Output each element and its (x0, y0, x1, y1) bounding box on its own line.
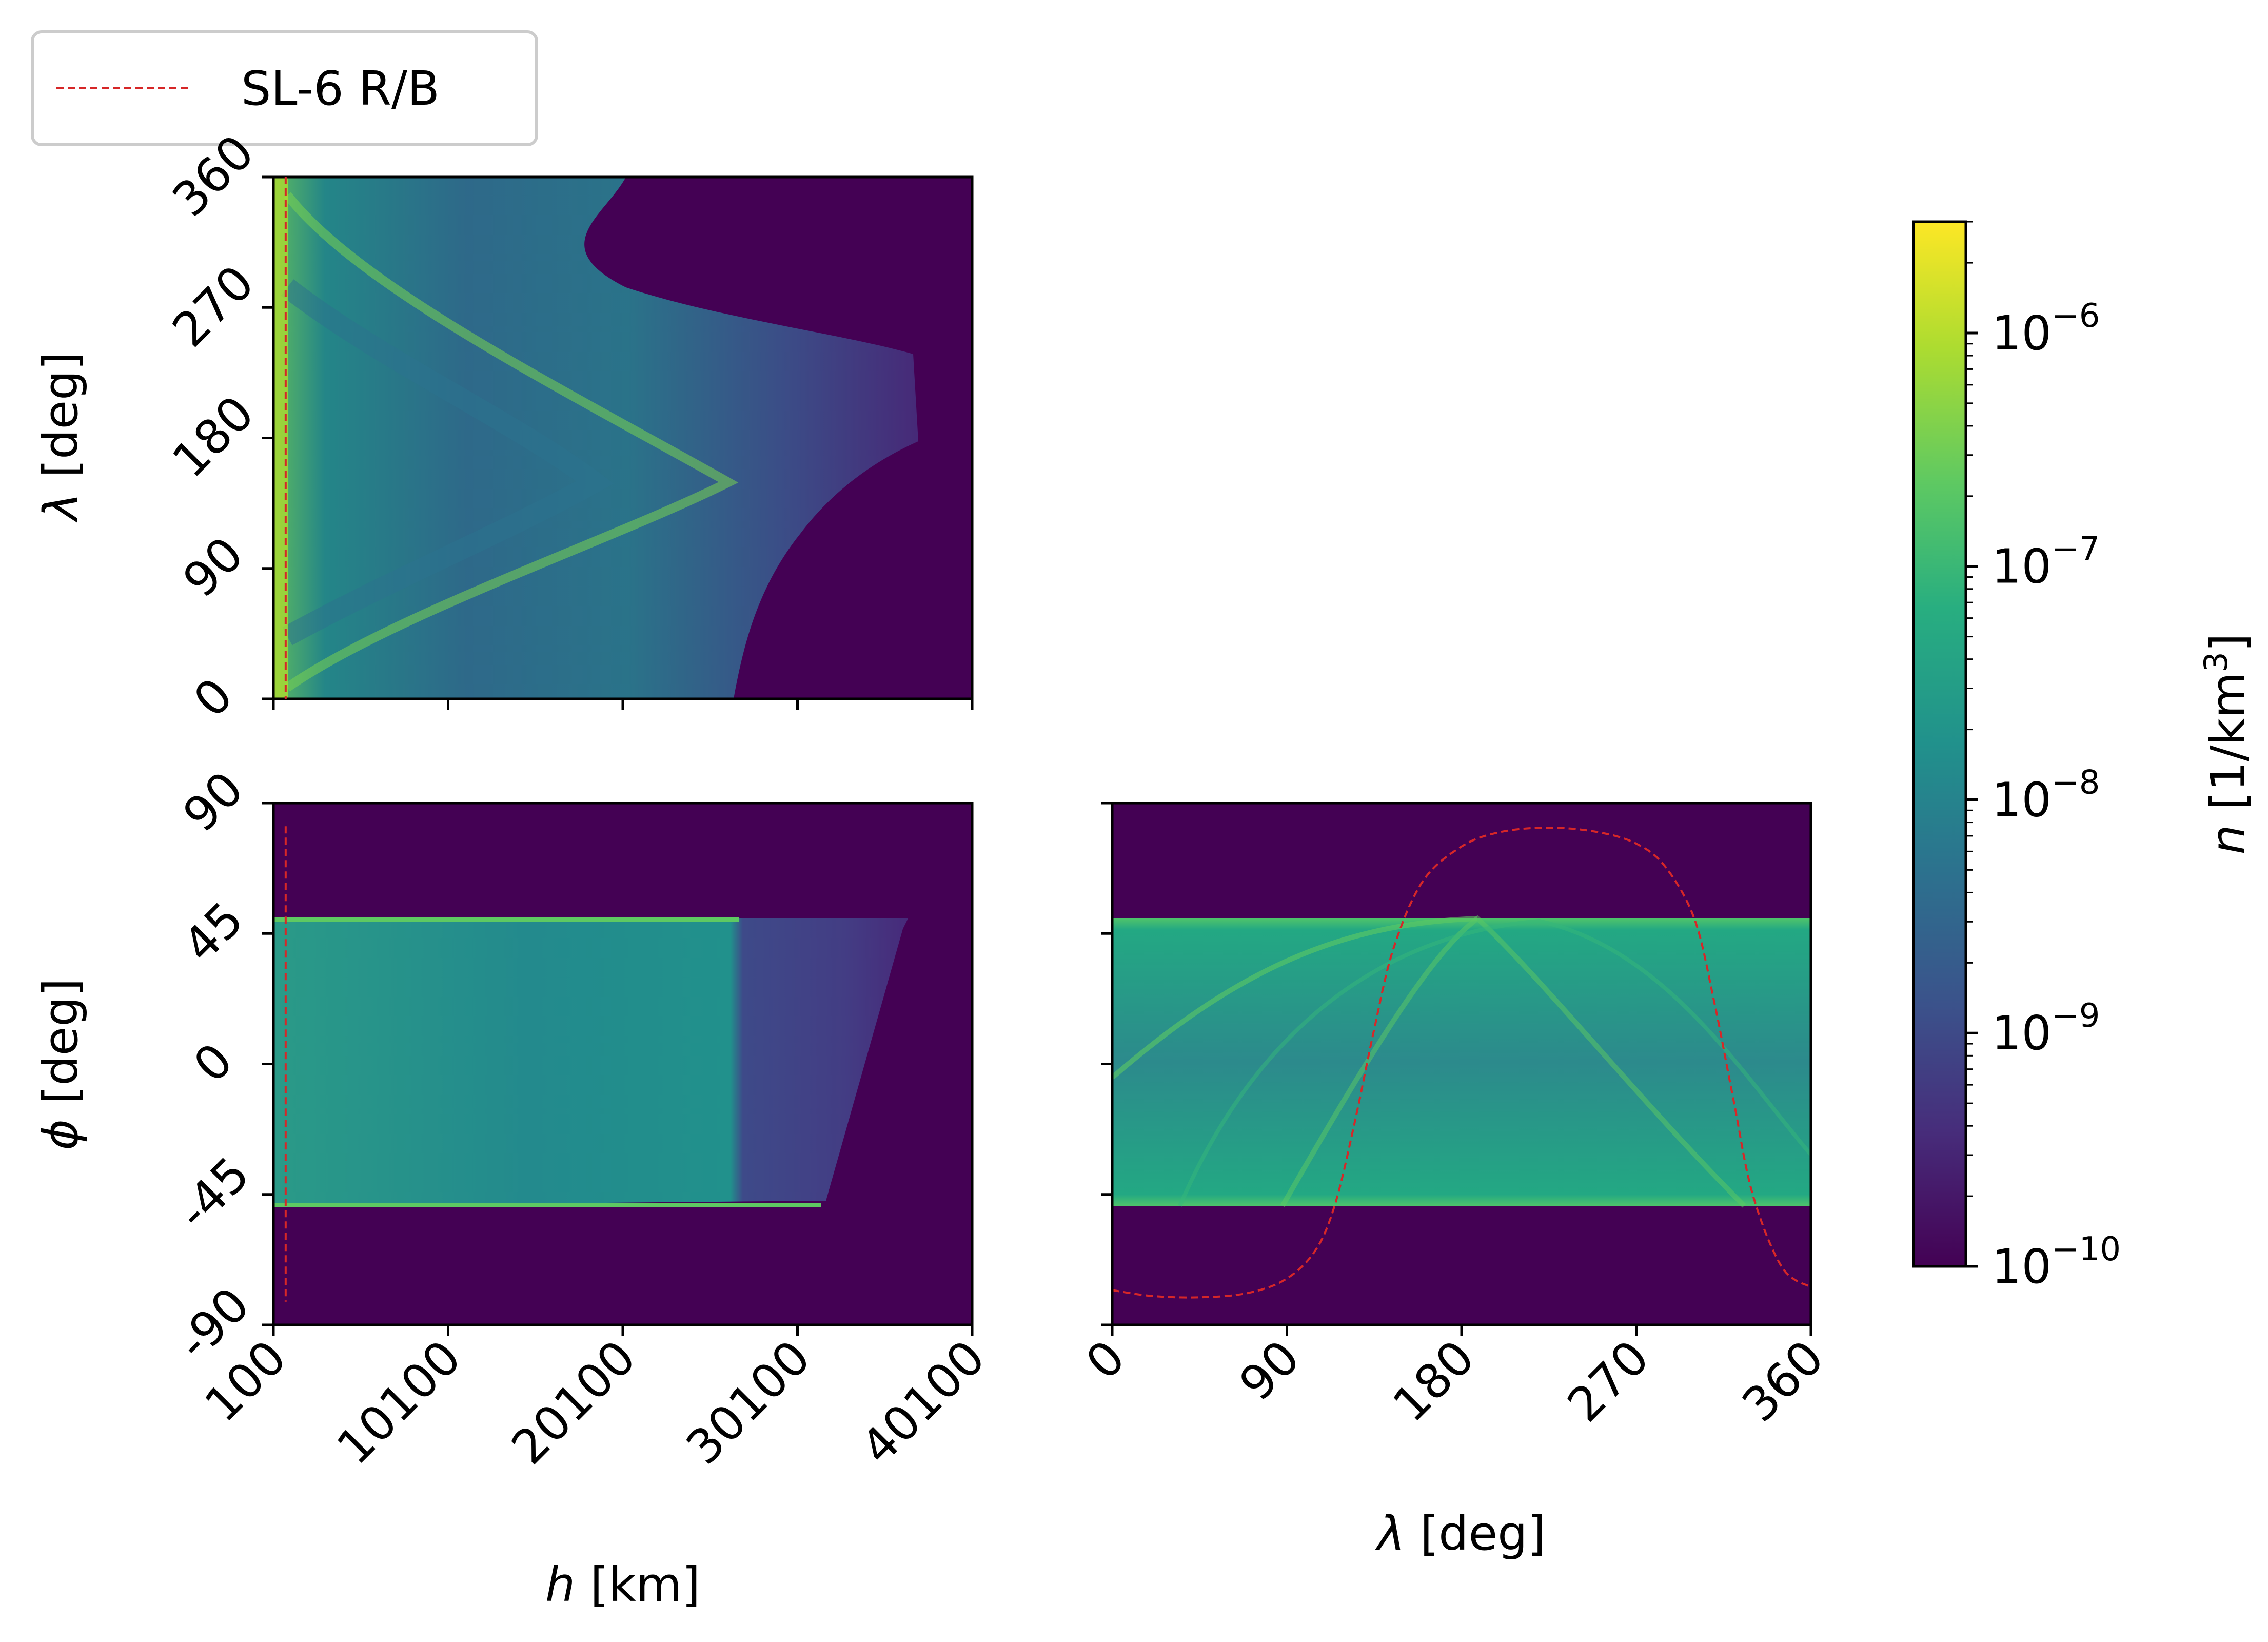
colorbar-tick-label: 10−7 (1991, 531, 2100, 594)
colorbar-tick-label: 10−6 (1991, 297, 2100, 361)
panel-top-left-y-tick-label: 90 (173, 526, 254, 608)
panel-bottom-left-x-ticks: 100 10100 20100 30100 40100 (194, 1325, 996, 1475)
panel-bottom-left-y-tick-label: 90 (173, 761, 254, 843)
panel-bottom-right-arc-c (1178, 918, 1811, 1207)
panel-bottom-left-x-tick-label: 20100 (501, 1330, 646, 1475)
colorbar-gradient (1912, 220, 1967, 1268)
colorbar-tick-label: 10−9 (1991, 997, 2100, 1061)
colorbar-tick-label: 10−10 (1991, 1230, 2121, 1294)
panel-top-left-x-ticks (272, 699, 974, 710)
panel-bottom-left-density-band (273, 918, 908, 1206)
legend: SL-6 R/B (31, 30, 538, 146)
panel-bottom-left-y-tick-label: -45 (167, 1147, 260, 1240)
panel-bottom-left-y-tick-label: 45 (173, 892, 254, 973)
panel-bottom-left-y-axis-label: ϕ [deg] (33, 978, 88, 1150)
panel-top-left-y-tick-label: 0 (183, 668, 243, 728)
panel-bottom-left-y-tick-label: 0 (183, 1033, 243, 1093)
panel-bottom-left-x-tick-label: 10100 (326, 1330, 471, 1475)
panel-bottom-right-x-tick-label: 360 (1732, 1330, 1835, 1433)
colorbar-ticks: 10−6 10−7 10−8 10−9 10−10 (1966, 221, 2121, 1294)
panel-bottom-right-x-tick-label: 270 (1557, 1330, 1660, 1433)
panel-bottom-right-x-axis-label: λ [deg] (1375, 1506, 1546, 1561)
panel-bottom-right-x-ticks: 0 90 180 270 360 (1075, 1325, 1835, 1433)
panel-top-left-inner-arc (281, 279, 614, 646)
panel-bottom-right-x-tick-label: 90 (1229, 1330, 1310, 1411)
legend-box (31, 30, 538, 146)
panel-bottom-right-arc-b (1280, 915, 1746, 1208)
panel-bottom-right: 0 90 180 270 360 λ [deg] (1075, 802, 1835, 1561)
panel-bottom-right-density-band (1112, 918, 1811, 1206)
panel-bottom-left-x-tick-label: 40100 (851, 1330, 996, 1475)
panel-bottom-right-arc-a (1112, 916, 1478, 1080)
panel-bottom-right-x-tick-label: 180 (1383, 1330, 1485, 1433)
colorbar: 10−6 10−7 10−8 10−9 10−10 n [1/km3] (1912, 220, 2256, 1294)
panel-top-left-peak-arc (283, 192, 739, 692)
panel-bottom-right-x-tick-label: 0 (1075, 1330, 1135, 1390)
panel-top-left-y-axis-label: λ [deg] (33, 352, 88, 523)
legend-label: SL-6 R/B (241, 61, 440, 116)
colorbar-tick-label: 10−8 (1991, 764, 2100, 827)
panel-top-left-y-tick-label: 180 (162, 385, 265, 488)
panel-top-left-y-tick-label: 270 (162, 255, 265, 358)
panel-bottom-right-y-ticks (1101, 802, 1112, 1326)
panel-bottom-right-sl6-reference-curve (1112, 827, 1811, 1299)
panel-bottom-left-x-tick-label: 30100 (676, 1330, 821, 1475)
panel-bottom-left-x-axis-label: h [km] (545, 1557, 700, 1612)
colorbar-label: n [1/km3] (2197, 633, 2256, 854)
